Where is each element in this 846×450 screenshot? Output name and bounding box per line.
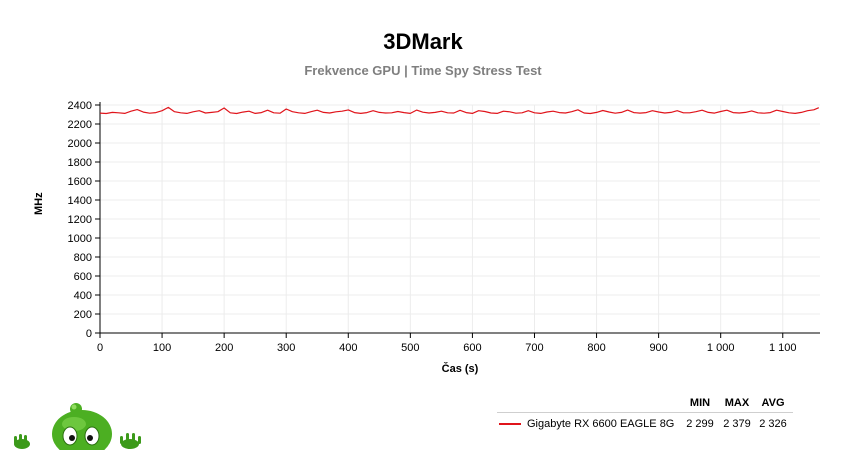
legend-series-name: Gigabyte RX 6600 EAGLE 8G xyxy=(527,418,675,430)
legend-header-min: MIN xyxy=(689,397,711,409)
x-tick-label: 300 xyxy=(277,342,295,354)
y-tick-label: 800 xyxy=(74,252,92,264)
x-tick-label: 1 000 xyxy=(707,342,735,354)
legend-max-value: 2 379 xyxy=(723,418,751,430)
y-tick-label: 1200 xyxy=(68,214,92,226)
y-tick-label: 1400 xyxy=(68,195,92,207)
x-tick-label: 700 xyxy=(525,342,543,354)
chart-subtitle: Frekvence GPU | Time Spy Stress Test xyxy=(304,63,542,78)
x-tick-label: 200 xyxy=(215,342,233,354)
legend-swatch xyxy=(499,423,521,425)
x-tick-label: 400 xyxy=(339,342,357,354)
y-tick-label: 600 xyxy=(74,271,92,283)
y-axis-label: MHz xyxy=(33,192,45,215)
y-tick-label: 2400 xyxy=(68,100,92,112)
legend-row: Gigabyte RX 6600 EAGLE 8G 2 299 2 379 2 … xyxy=(497,413,793,435)
legend-table: MIN MAX AVG Gigabyte RX 6600 EAGLE 8G 2 … xyxy=(497,395,793,435)
legend-header: MIN MAX AVG xyxy=(497,395,793,413)
x-tick-label: 900 xyxy=(649,342,667,354)
y-tick-label: 1000 xyxy=(68,233,92,245)
y-tick-label: 200 xyxy=(74,309,92,321)
x-tick-label: 600 xyxy=(463,342,481,354)
x-tick-label: 100 xyxy=(153,342,171,354)
legend-header-avg: AVG xyxy=(761,397,785,409)
x-tick-label: 800 xyxy=(587,342,605,354)
x-tick-label: 0 xyxy=(97,342,103,354)
y-tick-label: 400 xyxy=(74,290,92,302)
series-line xyxy=(99,106,820,115)
x-tick-label: 1 100 xyxy=(769,342,797,354)
y-tick-label: 1600 xyxy=(68,176,92,188)
green-alien-mascot-icon xyxy=(14,403,141,450)
y-tick-label: 0 xyxy=(86,328,92,340)
legend-avg-value: 2 326 xyxy=(759,418,787,430)
y-tick-label: 2000 xyxy=(68,138,92,150)
x-axis-label: Čas (s) xyxy=(441,363,479,375)
chart-title: 3DMark xyxy=(383,29,463,54)
x-tick-label: 500 xyxy=(401,342,419,354)
y-tick-label: 1800 xyxy=(68,157,92,169)
legend-header-max: MAX xyxy=(724,397,750,409)
legend-min-value: 2 299 xyxy=(686,418,714,430)
y-tick-label: 2200 xyxy=(68,119,92,131)
